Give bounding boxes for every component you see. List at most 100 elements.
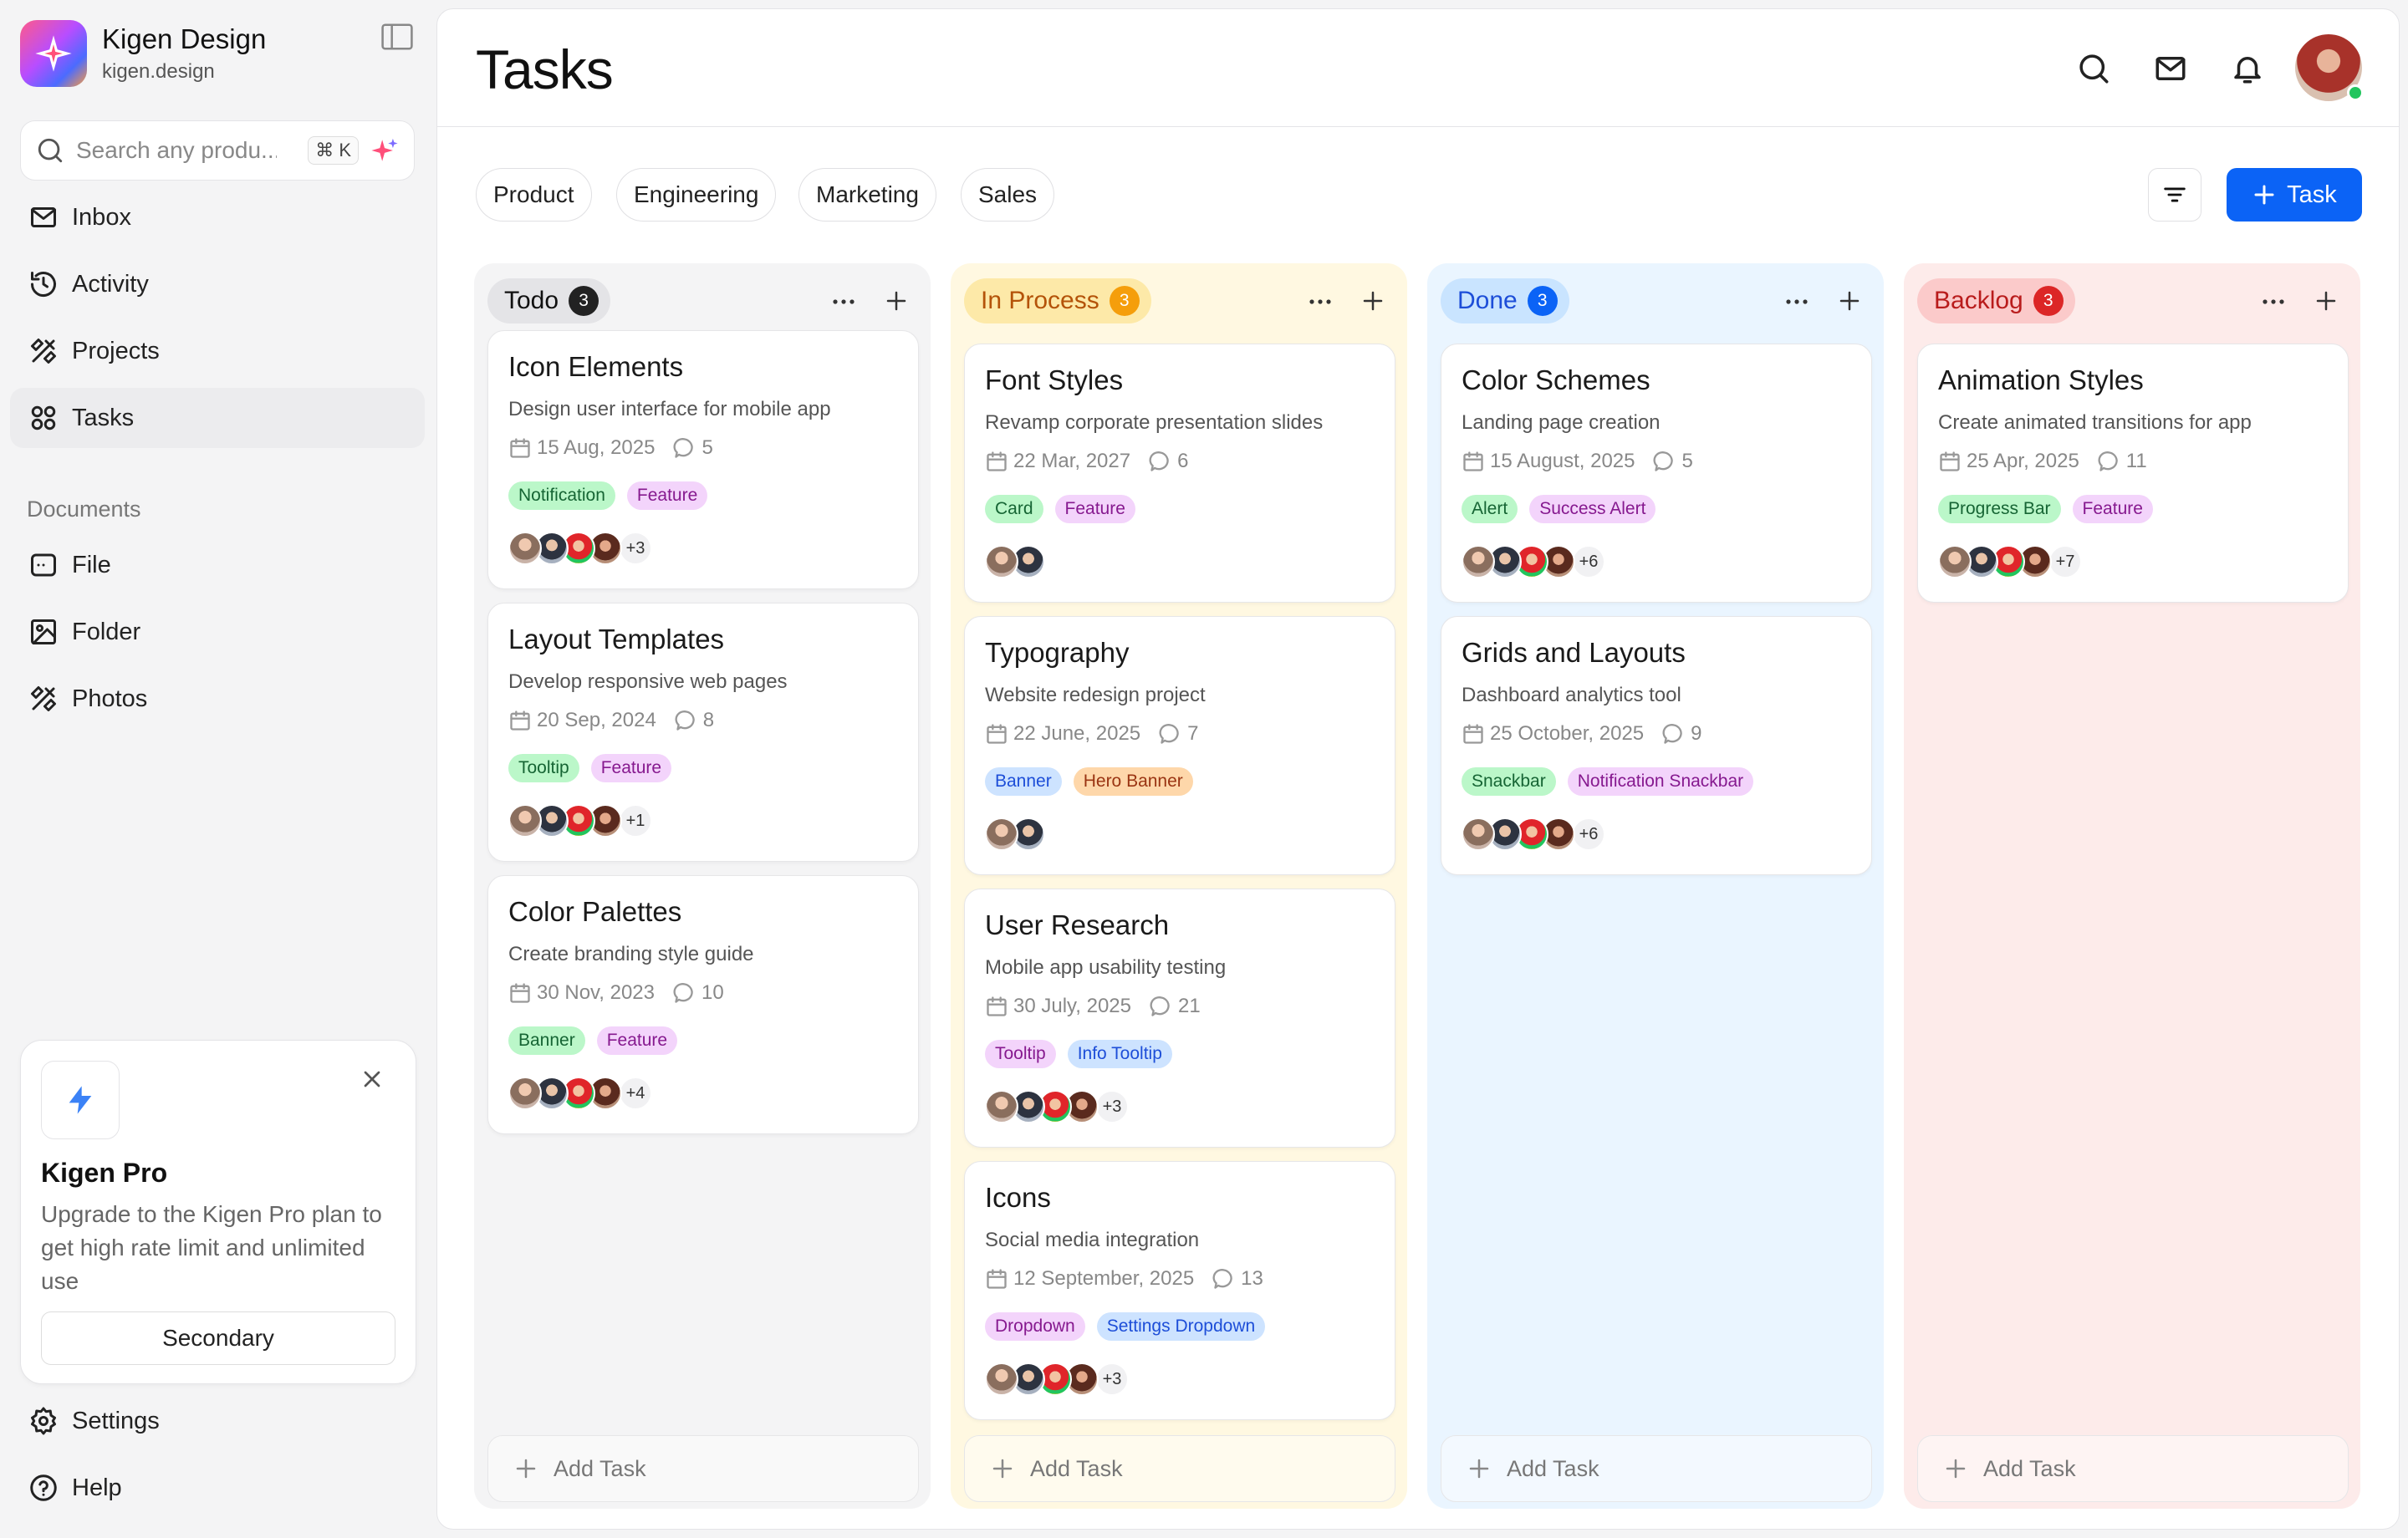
comment-icon xyxy=(1149,451,1169,471)
card-tags: Dropdown Settings Dropdown xyxy=(985,1312,1277,1341)
card-title: Animation Styles xyxy=(1938,364,2144,395)
nav-item-file[interactable]: File xyxy=(10,535,425,595)
add-task-label: Add Task xyxy=(1983,1455,2076,1481)
assignee-avatar[interactable] xyxy=(1515,817,1548,851)
filter-chip-product[interactable]: Product xyxy=(476,168,592,222)
task-card[interactable]: Icons Social media integration 12 Septembe… xyxy=(964,1161,1395,1420)
close-icon[interactable] xyxy=(359,1066,387,1094)
task-card[interactable]: User Research Mobile app usability testin… xyxy=(964,889,1395,1148)
sparkle-icon[interactable] xyxy=(370,136,399,165)
more-assignees-badge[interactable]: +6 xyxy=(1572,545,1605,578)
nav-item-tasks[interactable]: Tasks xyxy=(10,388,425,448)
column-count-badge: 3 xyxy=(1109,286,1140,316)
column-backlog: Backlog 3 Animation Styles Create animated … xyxy=(1904,263,2360,1509)
nav-item-help[interactable]: Help xyxy=(10,1458,425,1518)
brand-logo[interactable] xyxy=(20,20,87,87)
add-task-row[interactable]: Add Task xyxy=(1917,1435,2349,1502)
assignee-avatar[interactable] xyxy=(985,545,1018,578)
add-task-row[interactable]: Add Task xyxy=(1441,1435,1872,1502)
sidebar-toggle-icon[interactable] xyxy=(381,23,415,52)
card-meta: 22 June, 2025 7 xyxy=(985,722,1199,746)
assignee-avatar[interactable] xyxy=(562,532,595,565)
add-task-row[interactable]: Add Task xyxy=(964,1435,1395,1502)
search-box[interactable]: ⌘ K xyxy=(20,120,415,181)
column-more-button[interactable] xyxy=(1305,290,1335,313)
brand-name: Kigen Design xyxy=(102,23,267,54)
assignee-avatar[interactable] xyxy=(508,1077,542,1110)
filter-chip-marketing[interactable]: Marketing xyxy=(798,168,936,222)
assignee-avatar[interactable] xyxy=(985,817,1018,851)
filter-chip-sales[interactable]: Sales xyxy=(961,168,1055,222)
task-card[interactable]: Color Palettes Create branding style guid… xyxy=(487,875,919,1134)
card-tags: Progress Bar Feature xyxy=(1938,495,2165,523)
task-card[interactable]: Layout Templates Develop responsive web p… xyxy=(487,603,919,862)
filter-button[interactable] xyxy=(2148,168,2201,222)
search-icon[interactable] xyxy=(2076,51,2113,88)
card-tags: Alert Success Alert xyxy=(1462,495,1667,523)
more-assignees-badge[interactable]: +3 xyxy=(619,532,652,565)
tag: Feature xyxy=(2072,495,2153,523)
task-card[interactable]: Icon Elements Design user interface for m… xyxy=(487,330,919,589)
card-title: Layout Templates xyxy=(508,624,725,654)
card-tags: Card Feature xyxy=(985,495,1147,523)
mail-icon[interactable] xyxy=(2153,51,2190,88)
add-task-row[interactable]: Add Task xyxy=(487,1435,919,1502)
nav-item-activity[interactable]: Activity xyxy=(10,254,425,314)
filter-chip-engineering[interactable]: Engineering xyxy=(616,168,777,222)
tag: Feature xyxy=(626,481,708,510)
tag: Card xyxy=(985,495,1043,523)
search-input[interactable] xyxy=(76,137,277,164)
column-add-button[interactable] xyxy=(1837,288,1862,313)
card-description: Create branding style guide xyxy=(508,943,754,965)
nav-label: File xyxy=(72,551,111,578)
add-task-label: Add Task xyxy=(1030,1455,1123,1481)
secondary-button[interactable]: Secondary xyxy=(41,1311,395,1365)
assignees: +4 xyxy=(508,1077,652,1110)
nav-item-folder[interactable]: Folder xyxy=(10,602,425,662)
nav-item-photos[interactable]: Photos xyxy=(10,669,425,729)
assignees: +6 xyxy=(1462,545,1605,578)
column-title: In Process xyxy=(981,287,1099,314)
nav-item-settings[interactable]: Settings xyxy=(10,1391,425,1451)
column-more-button[interactable] xyxy=(829,290,859,313)
filter-icon xyxy=(2164,187,2186,202)
task-card[interactable]: Animation Styles Create animated transiti… xyxy=(1917,344,2349,603)
more-assignees-badge[interactable]: +3 xyxy=(1095,1362,1129,1396)
assignee-avatar[interactable] xyxy=(1462,545,1495,578)
plus-icon xyxy=(1469,1459,1489,1479)
more-assignees-badge[interactable]: +3 xyxy=(1095,1090,1129,1123)
column-more-button[interactable] xyxy=(1782,290,1812,313)
calendar-icon xyxy=(987,996,1007,1016)
more-assignees-badge[interactable]: +6 xyxy=(1572,817,1605,851)
nav-item-projects[interactable]: Projects xyxy=(10,321,425,381)
column-add-button[interactable] xyxy=(884,288,909,313)
calendar-icon xyxy=(510,983,530,1003)
plus-icon xyxy=(992,1459,1013,1479)
assignee-avatar[interactable] xyxy=(508,804,542,838)
column-add-button[interactable] xyxy=(2314,288,2339,313)
pro-title: Kigen Pro xyxy=(41,1158,168,1188)
assignee-avatar[interactable] xyxy=(508,532,542,565)
card-description: Website redesign project xyxy=(985,684,1206,706)
column-add-button[interactable] xyxy=(1360,288,1385,313)
assignee-avatar[interactable] xyxy=(1462,817,1495,851)
card-description: Mobile app usability testing xyxy=(985,956,1227,979)
more-assignees-badge[interactable]: +1 xyxy=(619,804,652,838)
comment-count: 11 xyxy=(2125,450,2147,472)
card-title: User Research xyxy=(985,909,1170,940)
nav-item-inbox[interactable]: Inbox xyxy=(10,187,425,247)
tag: Dropdown xyxy=(985,1312,1085,1341)
task-card[interactable]: Color Schemes Landing page creation 15 Aug… xyxy=(1441,344,1872,603)
more-assignees-badge[interactable]: +4 xyxy=(619,1077,652,1110)
assignee-avatar[interactable] xyxy=(985,1362,1018,1396)
more-assignees-badge[interactable]: +7 xyxy=(2048,545,2082,578)
task-card[interactable]: Grids and Layouts Dashboard analytics too… xyxy=(1441,616,1872,875)
assignee-avatar[interactable] xyxy=(1938,545,1972,578)
column-more-button[interactable] xyxy=(2258,290,2288,313)
comment-icon xyxy=(1653,451,1674,471)
task-card[interactable]: Typography Website redesign project 22 Jun… xyxy=(964,616,1395,875)
bell-icon[interactable] xyxy=(2230,51,2267,88)
assignee-avatar[interactable] xyxy=(985,1090,1018,1123)
add-task-button[interactable]: Task xyxy=(2227,168,2362,222)
task-card[interactable]: Font Styles Revamp corporate presentation… xyxy=(964,344,1395,603)
